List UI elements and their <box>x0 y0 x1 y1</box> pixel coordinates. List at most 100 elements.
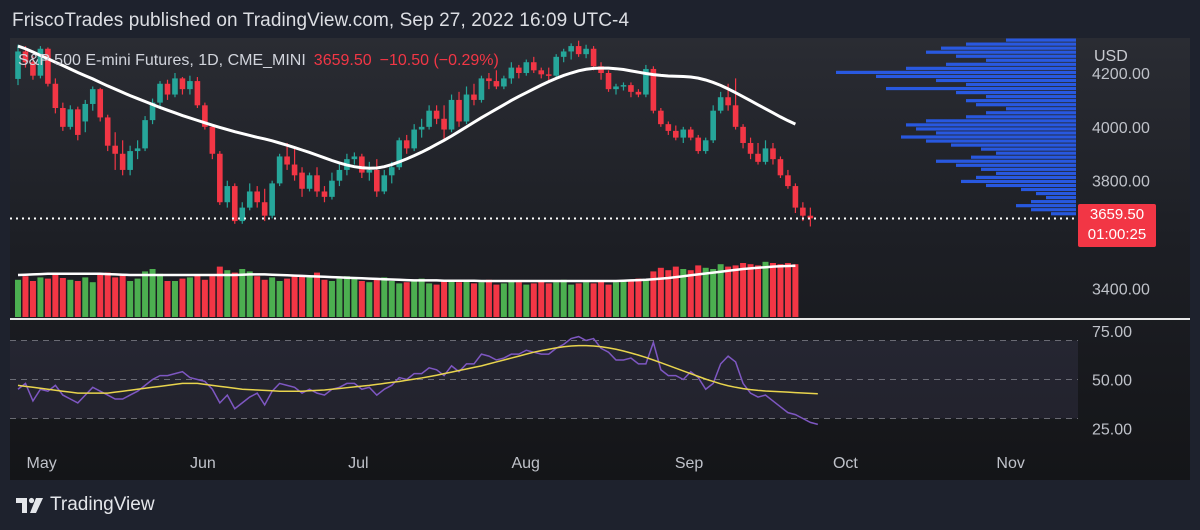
volume-profile-bar <box>1051 212 1076 216</box>
volume-profile-bar <box>961 179 1076 184</box>
candle-body <box>441 118 447 130</box>
volume-bar <box>784 263 791 317</box>
volume-profile-bar <box>951 143 1076 147</box>
volume-bar <box>67 279 74 317</box>
price-axis-currency[interactable]: USD <box>1094 48 1128 65</box>
volume-bar <box>403 282 410 317</box>
price-ma-line <box>17 44 797 170</box>
volume-bar <box>680 269 687 317</box>
candle-body <box>433 110 440 119</box>
volume-profile-bar <box>996 151 1076 155</box>
candle-body <box>777 159 784 176</box>
volume-bar <box>613 282 619 317</box>
volume-bar <box>314 272 320 317</box>
price-axis-tick: 3400.00 <box>1092 281 1150 298</box>
time-axis-label: May <box>27 455 57 472</box>
candle-body <box>306 175 313 189</box>
chart-frame[interactable]: 4200.00 4000.00 3800.00 3400.00 75.00 50.00 25… <box>10 38 1190 480</box>
volume-bar <box>358 281 365 317</box>
volume-profile-bar <box>906 123 1076 127</box>
volume-bar <box>89 282 96 317</box>
volume-profile-bar <box>1016 204 1076 208</box>
volume-bar <box>59 278 66 317</box>
volume-bar <box>642 279 649 317</box>
candle-body <box>702 140 709 152</box>
candle-body <box>15 51 21 79</box>
rsi-ma-line <box>17 344 818 395</box>
volume-bar <box>762 261 769 317</box>
volume-bar <box>194 275 201 317</box>
candle-body <box>336 169 343 181</box>
volume-bar <box>493 284 500 317</box>
candle-body <box>202 105 208 127</box>
candle-body <box>568 46 574 52</box>
candle-body <box>97 89 104 118</box>
volume-profile-bar <box>986 58 1076 62</box>
volume-bar <box>216 266 223 317</box>
candle-body <box>246 191 253 208</box>
chart-legend[interactable]: S&P 500 E-mini Futures, 1D, CME_MINI 3659… <box>18 52 499 70</box>
legend-last-price: 3659.50 <box>313 52 372 69</box>
legend-change: −10.50 (−0.29%) <box>379 52 499 69</box>
volume-profile-bar <box>976 175 1076 179</box>
candle-body <box>217 153 223 203</box>
candle-body <box>560 51 567 57</box>
candle-body <box>381 175 388 192</box>
candle-body <box>605 73 612 90</box>
volume-bar <box>553 282 560 317</box>
volume-bar <box>769 263 776 317</box>
volume-bar <box>328 281 335 317</box>
candle-body <box>388 167 395 176</box>
candle-body <box>127 151 133 170</box>
volume-profile-bar <box>966 82 1076 87</box>
legend-symbol: S&P 500 E-mini Futures, 1D, CME_MINI <box>18 52 306 69</box>
candle-body <box>366 169 373 173</box>
volume-profile-bar <box>926 139 1076 143</box>
rsi-axis-tick: 50.00 <box>1092 373 1132 390</box>
time-axis-label: Sep <box>675 455 704 472</box>
candle-body <box>545 74 552 76</box>
volume-bar <box>44 278 51 317</box>
volume-profile-bar <box>916 127 1076 131</box>
volume-bar <box>396 283 403 317</box>
time-axis-label: Nov <box>996 455 1024 472</box>
volume-bar <box>127 281 134 317</box>
tradingview-logo-icon <box>16 497 43 513</box>
volume-profile-bar <box>886 86 1076 91</box>
volume-bar <box>545 283 552 317</box>
volume-bar <box>149 269 156 317</box>
volume-bar <box>82 277 89 317</box>
volume-profile-bar <box>926 119 1076 123</box>
volume-bar <box>261 279 268 317</box>
volume-bar <box>463 281 470 317</box>
volume-bar <box>792 264 799 317</box>
volume-bar <box>411 281 418 317</box>
volume-bar <box>418 278 425 317</box>
candle-body <box>530 62 537 71</box>
volume-bar <box>22 276 29 317</box>
candle-body <box>104 117 111 146</box>
volume-bar <box>702 267 709 317</box>
price-axis-tick: 3800.00 <box>1092 174 1150 191</box>
volume-bar <box>627 279 634 317</box>
volume-profile-bar <box>1031 208 1076 212</box>
volume-bar <box>388 281 395 317</box>
volume-bar <box>650 271 657 317</box>
candle-body <box>673 130 679 138</box>
volume-bar <box>635 278 642 317</box>
volume-bar <box>665 270 672 317</box>
candle-body <box>523 62 530 73</box>
volume-bar <box>508 281 515 317</box>
footer: TradingView <box>16 494 155 516</box>
candle-body <box>516 67 522 73</box>
candle-body <box>67 109 74 127</box>
volume-bar <box>29 281 36 317</box>
volume-bar <box>710 269 717 317</box>
volume-bar <box>186 277 193 317</box>
candle-body <box>299 172 305 189</box>
chart-canvas[interactable]: 4200.00 4000.00 3800.00 3400.00 75.00 50.00 25… <box>10 38 1190 480</box>
candle-body <box>157 83 163 103</box>
volume-profile-bar <box>936 159 1076 163</box>
volume-profile-bar <box>876 74 1076 79</box>
candle-body <box>231 186 238 222</box>
